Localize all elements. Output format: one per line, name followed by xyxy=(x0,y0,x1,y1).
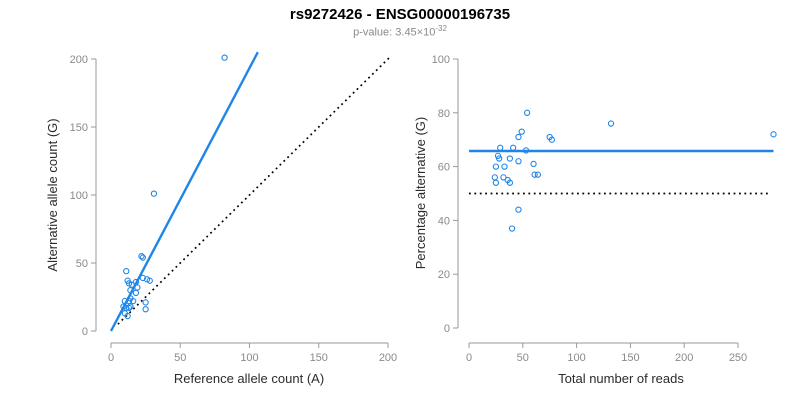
data-point xyxy=(121,297,128,305)
y-tick-label: 100 xyxy=(432,54,450,66)
data-point xyxy=(501,163,508,170)
data-point xyxy=(491,174,498,181)
data-point xyxy=(495,155,503,162)
data-point xyxy=(515,133,522,141)
data-point xyxy=(607,120,615,127)
data-point xyxy=(515,206,522,213)
data-point xyxy=(134,284,141,291)
y-tick-label: 40 xyxy=(438,215,450,227)
data-point xyxy=(497,144,504,151)
x-tick-label: 100 xyxy=(240,352,258,364)
x-tick-label: 100 xyxy=(567,352,585,364)
data-point xyxy=(125,297,133,305)
data-point xyxy=(534,171,542,178)
x-tick-label: 150 xyxy=(621,352,639,364)
y-tick-label: 60 xyxy=(438,162,450,174)
x-tick-label: 0 xyxy=(108,352,114,364)
data-point xyxy=(146,277,153,284)
data-point xyxy=(142,299,149,306)
data-point xyxy=(530,160,537,168)
x-tick-label: 250 xyxy=(729,352,747,364)
p-value-exponent: -32 xyxy=(435,24,447,33)
allele-counts-plot: 0 50 100 150 200 0 50 100 150 200 Reference allele… xyxy=(45,51,397,386)
y-tick-label: 150 xyxy=(70,122,88,134)
data-point xyxy=(142,306,149,313)
p-value-subtitle: p-value: 3.45×10-32 xyxy=(0,24,800,39)
identity-line xyxy=(117,57,390,325)
y-tick-label: 200 xyxy=(70,54,88,66)
figure-title: rs9272426 - ENSG00000196735 xyxy=(289,6,511,23)
x-axis-label: Reference allele count (A) xyxy=(174,371,324,386)
data-point xyxy=(509,144,517,151)
data-point xyxy=(221,54,228,61)
data-point xyxy=(515,158,522,165)
data-point xyxy=(132,289,140,297)
y-tick-label: 50 xyxy=(76,258,88,270)
y-tick-label: 0 xyxy=(444,323,450,335)
data-point xyxy=(523,109,531,116)
data-point xyxy=(127,287,134,294)
data-point xyxy=(138,253,145,260)
data-point xyxy=(130,297,137,305)
y-tick-label: 80 xyxy=(438,108,450,120)
data-point xyxy=(150,190,158,197)
data-point xyxy=(506,155,514,162)
data-point xyxy=(123,304,130,312)
data-point xyxy=(522,147,530,154)
x-tick-label: 0 xyxy=(466,352,472,364)
data-point xyxy=(124,312,131,320)
data-point xyxy=(548,136,556,143)
data-point xyxy=(506,179,514,186)
data-point xyxy=(492,163,500,170)
data-point xyxy=(123,268,130,275)
data-point xyxy=(139,274,147,282)
x-tick-label: 150 xyxy=(310,352,328,364)
percentage-vs-reads-plot: 0 20 40 60 80 100 0 50 100 150 200 250 Total number … xyxy=(413,54,777,386)
data-point xyxy=(127,303,134,310)
y-tick-label: 20 xyxy=(438,269,450,281)
x-tick-label: 50 xyxy=(174,352,186,364)
data-point xyxy=(531,171,538,178)
x-tick-label: 200 xyxy=(379,352,397,364)
y-tick-label: 0 xyxy=(82,326,88,338)
data-point xyxy=(492,179,500,186)
data-point xyxy=(139,254,147,261)
p-value-text: p-value: 3.45×10 xyxy=(353,26,436,39)
data-point xyxy=(125,304,133,312)
data-point xyxy=(500,174,507,181)
x-axis-label: Total number of reads xyxy=(558,371,684,386)
y-axis-label: Alternative allele count (G) xyxy=(45,118,60,271)
y-axis-label: Percentage alternative (G) xyxy=(413,117,428,269)
y-tick-label: 100 xyxy=(70,190,88,202)
x-tick-label: 200 xyxy=(675,352,693,364)
data-point xyxy=(518,128,525,135)
x-tick-label: 50 xyxy=(517,352,529,364)
data-point xyxy=(128,281,135,288)
data-point xyxy=(508,225,516,232)
data-point xyxy=(770,131,777,138)
